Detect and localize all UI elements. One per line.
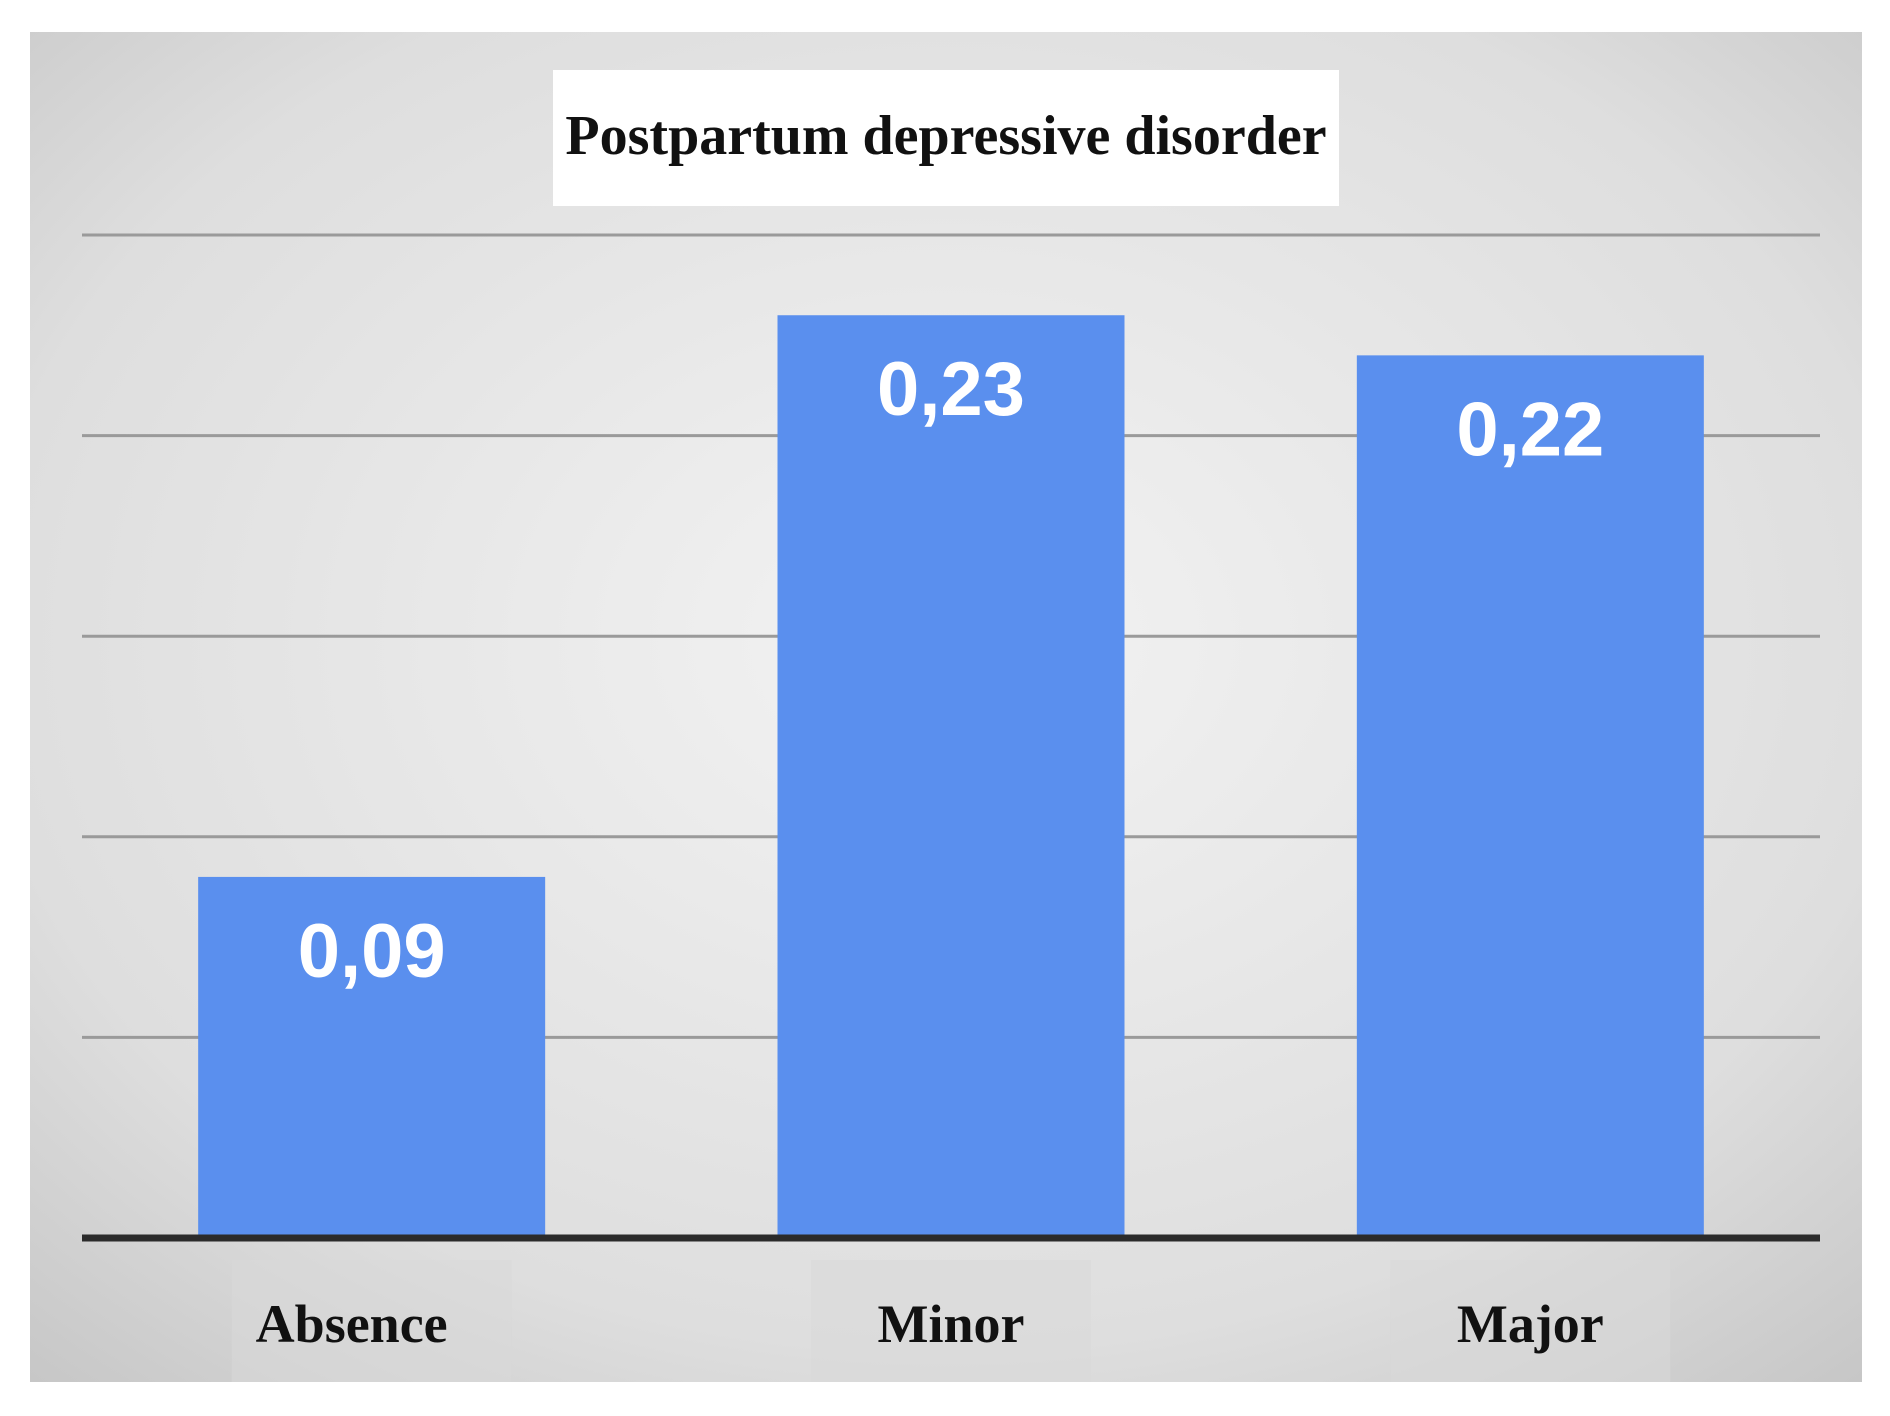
data-label-minor: 0,23: [877, 347, 1025, 432]
chart-title: Postpartum depressive disorder: [565, 105, 1326, 167]
category-label-box: [1390, 1260, 1671, 1382]
category-label-absence: Absence: [256, 1294, 448, 1354]
category-label-major: Major: [1457, 1294, 1604, 1354]
category-label-minor: Minor: [878, 1294, 1025, 1354]
category-label-box: [231, 1260, 512, 1382]
bars: 0,09 0,23 0,22: [198, 315, 1704, 1238]
bar-absence: [198, 876, 546, 1238]
bar-minor: [777, 315, 1125, 1238]
category-label-box: [811, 1260, 1091, 1382]
bar-major: [1356, 355, 1704, 1238]
category-labels: Absence Minor Major: [231, 1260, 1671, 1382]
data-label-major: 0,22: [1456, 387, 1604, 472]
data-label-absence: 0,09: [298, 909, 446, 994]
title-box: [553, 70, 1339, 206]
